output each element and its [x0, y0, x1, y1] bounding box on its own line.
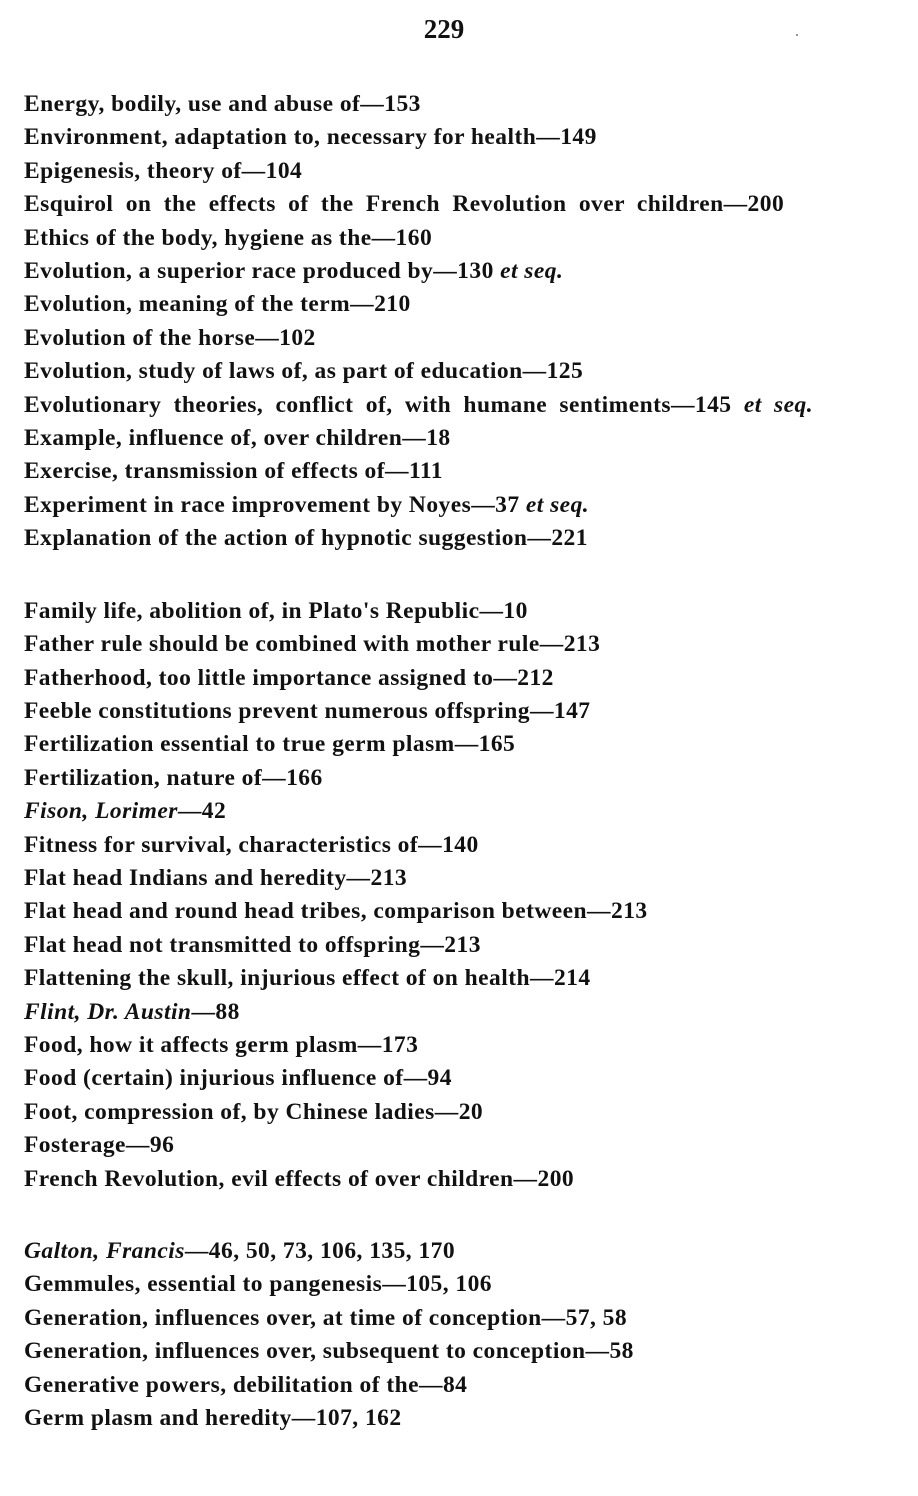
index-entry-text: Fertilization essential to true germ pla… — [24, 731, 516, 758]
index-entry-text: Fosterage—96 — [24, 1132, 175, 1159]
index-entry-text: Fertilization, nature of—166 — [24, 764, 323, 791]
index-entry: Evolution, a superior race produced by—1… — [24, 255, 894, 288]
index-entry: Evolution of the horse—102 — [24, 322, 894, 355]
index-entry-text: Evolution, a superior race produced by—1… — [24, 258, 501, 285]
index-entry: Flat head not transmitted to offspring—2… — [24, 929, 894, 962]
index-group-g: Galton, Francis—46, 50, 73, 106, 135, 17… — [24, 1235, 894, 1435]
index-entry-text: Feeble constitutions prevent numerous of… — [24, 697, 591, 724]
index-entry-text: Example, influence of, over children—18 — [24, 425, 451, 452]
index-entry-text: Germ plasm and heredity—107, 162 — [24, 1405, 402, 1432]
index-entry-text: Experiment in race improvement by Noyes—… — [24, 491, 526, 518]
index-entry-text: Evolution of the horse—102 — [24, 324, 316, 351]
index-entry: Epigenesis, theory of—104 — [24, 155, 894, 188]
index-entry-text: Evolution, study of laws of, as part of … — [24, 358, 584, 385]
index-entry: Generative powers, debilitation of the—8… — [24, 1369, 894, 1402]
index-entry: Fertilization essential to true germ pla… — [24, 728, 894, 761]
index-entry: Fatherhood, too little importance assign… — [24, 662, 894, 695]
index-entry-text: Explanation of the action of hypnotic su… — [24, 525, 588, 552]
index-entry: Evolution, study of laws of, as part of … — [24, 355, 894, 388]
index-entry: Flat head and round head tribes, compari… — [24, 895, 894, 928]
index-entry: Father rule should be combined with moth… — [24, 628, 894, 661]
index-entry-text: Generation, influences over, at time of … — [24, 1304, 628, 1331]
index-entry-text: Foot, compression of, by Chinese ladies—… — [24, 1098, 484, 1125]
index-entry: Ethics of the body, hygiene as the—160 — [24, 222, 894, 255]
index-entry: Flat head Indians and heredity—213 — [24, 862, 894, 895]
index-entry: Feeble constitutions prevent numerous of… — [24, 695, 894, 728]
index-entry-text: Food (certain) injurious influence of—94 — [24, 1065, 452, 1092]
index-entry: Fison, Lorimer—42 — [24, 795, 894, 828]
index-entry-italic-text: Fison, Lorimer — [24, 798, 178, 825]
index-group-e: Energy, bodily, use and abuse of—153 Envi… — [24, 88, 894, 556]
scan-speck — [796, 34, 798, 36]
index-list: Energy, bodily, use and abuse of—153 Envi… — [24, 88, 894, 1474]
index-entry: Example, influence of, over children—18 — [24, 422, 894, 455]
index-entry: Energy, bodily, use and abuse of—153 — [24, 88, 894, 121]
index-entry: Gemmules, essential to pangenesis—105, 1… — [24, 1268, 894, 1301]
index-entry-text: Energy, bodily, use and abuse of—153 — [24, 91, 421, 117]
index-entry-text: Flattening the skull, injurious effect o… — [24, 965, 591, 992]
index-entry-text: Esquirol on the effects of the French Re… — [24, 191, 785, 218]
index-entry: Exercise, transmission of effects of—111 — [24, 455, 894, 488]
index-entry-italic-text: et seq. — [500, 258, 564, 285]
index-entry: Galton, Francis—46, 50, 73, 106, 135, 17… — [24, 1235, 894, 1268]
index-entry-text: Ethics of the body, hygiene as the—160 — [24, 224, 433, 251]
index-entry: Foot, compression of, by Chinese ladies—… — [24, 1096, 894, 1129]
index-entry: Experiment in race improvement by Noyes—… — [24, 489, 894, 522]
page-number: 229 — [423, 14, 465, 44]
index-entry: Generation, influences over, at time of … — [24, 1302, 894, 1335]
index-entry: Generation, influences over, subsequent … — [24, 1335, 894, 1368]
index-entry-text: Flat head not transmitted to offspring—2… — [24, 931, 481, 958]
index-entry-text: Father rule should be combined with moth… — [24, 631, 601, 658]
index-entry: Family life, abolition of, in Plato's Re… — [24, 595, 894, 628]
index-entry-italic-text: Galton, Francis — [24, 1238, 185, 1264]
index-entry: Fosterage—96 — [24, 1129, 894, 1162]
index-entry-text: Family life, abolition of, in Plato's Re… — [24, 597, 528, 624]
index-entry: Food, how it affects germ plasm—173 — [24, 1029, 894, 1062]
index-entry-text: Epigenesis, theory of—104 — [24, 157, 303, 184]
index-entry-italic-text: Flint, Dr. Austin — [24, 998, 192, 1025]
index-entry-text: Fatherhood, too little importance assign… — [24, 664, 554, 691]
index-entry-text: Fitness for survival, characteristics of… — [24, 831, 479, 858]
index-group-f: Family life, abolition of, in Plato's Re… — [24, 595, 894, 1196]
index-entry-italic-text: et seq. — [743, 391, 814, 418]
index-entry-italic-text: et seq. — [525, 491, 590, 518]
index-entry-text: Environment, adaptation to, necessary fo… — [24, 124, 597, 151]
index-entry: French Revolution, evil effects of over … — [24, 1163, 894, 1196]
index-entry-text: Flat head and round head tribes, compari… — [24, 898, 648, 925]
index-entry: Fertilization, nature of—166 — [24, 762, 894, 795]
index-entry-text: —42 — [177, 798, 227, 825]
index-entry-text: Flat head Indians and heredity—213 — [24, 864, 408, 891]
index-entry: Explanation of the action of hypnotic su… — [24, 522, 894, 555]
index-entry-text: —46, 50, 73, 106, 135, 170 — [184, 1238, 456, 1264]
index-entry: Evolution, meaning of the term—210 — [24, 288, 894, 321]
index-entry: Food (certain) injurious influence of—94 — [24, 1062, 894, 1095]
index-entry-text: —88 — [191, 998, 240, 1025]
index-entry-text: Food, how it affects germ plasm—173 — [24, 1031, 419, 1058]
index-entry: Flint, Dr. Austin—88 — [24, 996, 894, 1029]
index-entry: Fitness for survival, characteristics of… — [24, 829, 894, 862]
index-entry: Germ plasm and heredity—107, 162 — [24, 1402, 894, 1435]
index-entry: Flattening the skull, injurious effect o… — [24, 962, 894, 995]
index-entry-text: Gemmules, essential to pangenesis—105, 1… — [24, 1271, 493, 1298]
index-entry-text: Generative powers, debilitation of the—8… — [24, 1371, 468, 1398]
index-entry-text: Evolution, meaning of the term—210 — [24, 291, 411, 318]
index-entry-text: Generation, influences over, subsequent … — [24, 1338, 634, 1365]
index-entry: Environment, adaptation to, necessary fo… — [24, 121, 894, 154]
index-entry-text: French Revolution, evil effects of over … — [24, 1165, 575, 1192]
index-entry-text: Evolutionary theories, conflict of, with… — [24, 391, 744, 418]
index-entry-text: Exercise, transmission of effects of—111 — [24, 458, 443, 485]
index-entry: Esquirol on the effects of the French Re… — [24, 188, 894, 221]
index-entry: Evolutionary theories, conflict of, with… — [24, 389, 894, 422]
